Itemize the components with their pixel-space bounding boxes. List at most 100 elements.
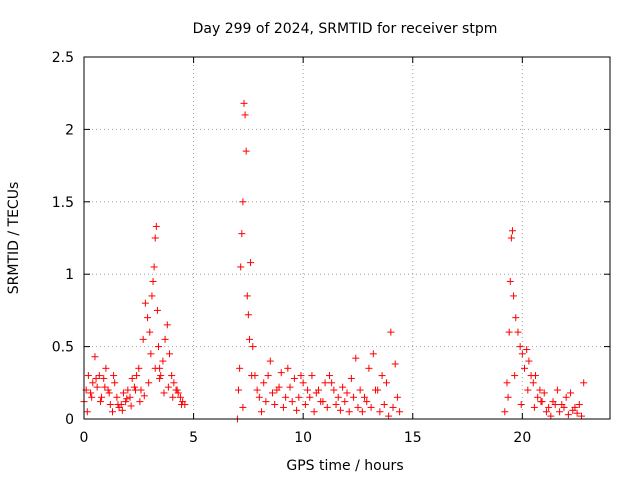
data-point bbox=[293, 406, 301, 414]
data-point bbox=[87, 389, 95, 397]
x-tick-label: 15 bbox=[404, 430, 422, 446]
data-point bbox=[110, 372, 118, 380]
data-point bbox=[556, 408, 564, 416]
data-point bbox=[518, 350, 526, 358]
data-point bbox=[334, 393, 342, 401]
data-point bbox=[504, 393, 512, 401]
plot-frame bbox=[83, 56, 611, 420]
data-point bbox=[536, 386, 544, 394]
data-point bbox=[523, 345, 531, 353]
data-point bbox=[124, 386, 132, 394]
data-point bbox=[164, 383, 172, 391]
data-point bbox=[517, 401, 525, 409]
data-point bbox=[505, 328, 513, 336]
data-point bbox=[376, 408, 384, 416]
data-point bbox=[511, 372, 519, 380]
data-point bbox=[248, 372, 256, 380]
data-point bbox=[275, 383, 283, 391]
y-tick-label: 1 bbox=[65, 267, 74, 283]
y-tick-label: 2 bbox=[65, 122, 74, 138]
data-point bbox=[266, 357, 274, 365]
data-point bbox=[241, 111, 249, 119]
data-point bbox=[108, 408, 116, 416]
x-tick-label: 5 bbox=[189, 430, 198, 446]
data-point bbox=[159, 357, 167, 365]
data-point bbox=[569, 406, 577, 414]
data-point bbox=[521, 364, 529, 372]
data-point bbox=[367, 403, 375, 411]
data-point bbox=[105, 389, 113, 397]
data-point bbox=[551, 401, 559, 409]
data-point bbox=[279, 403, 287, 411]
data-point bbox=[146, 328, 154, 336]
data-point bbox=[169, 393, 177, 401]
data-point bbox=[253, 386, 261, 394]
data-point bbox=[91, 353, 99, 361]
data-point bbox=[288, 398, 296, 406]
data-point bbox=[123, 395, 131, 403]
data-point bbox=[126, 393, 134, 401]
data-point bbox=[141, 299, 149, 307]
data-point bbox=[503, 379, 511, 387]
data-point bbox=[271, 401, 279, 409]
y-tick-label: 1.5 bbox=[52, 195, 74, 211]
data-point bbox=[295, 393, 303, 401]
data-point bbox=[319, 398, 327, 406]
data-point bbox=[165, 350, 173, 358]
data-point bbox=[147, 350, 155, 358]
data-point bbox=[514, 328, 522, 336]
data-point bbox=[95, 372, 103, 380]
data-point bbox=[345, 408, 353, 416]
data-point bbox=[553, 386, 561, 394]
data-point bbox=[163, 321, 171, 329]
data-point bbox=[258, 408, 266, 416]
x-tick-label: 0 bbox=[80, 430, 89, 446]
data-point bbox=[352, 354, 360, 362]
grid bbox=[84, 57, 610, 419]
data-point bbox=[144, 314, 152, 322]
data-point bbox=[347, 374, 355, 382]
data-point bbox=[336, 406, 344, 414]
data-point bbox=[534, 393, 542, 401]
data-point bbox=[238, 230, 246, 238]
data-point bbox=[506, 277, 514, 285]
data-point bbox=[83, 408, 91, 416]
data-point bbox=[350, 393, 358, 401]
data-point bbox=[325, 372, 333, 380]
data-point bbox=[308, 372, 316, 380]
data-point bbox=[240, 99, 248, 107]
data-point bbox=[525, 357, 533, 365]
data-point bbox=[268, 389, 276, 397]
data-point bbox=[247, 259, 255, 267]
data-point bbox=[260, 379, 268, 387]
data-point bbox=[96, 398, 104, 406]
y-tick-label: 0.5 bbox=[52, 340, 74, 356]
data-point bbox=[516, 343, 524, 351]
data-point bbox=[365, 364, 373, 372]
data-point bbox=[371, 386, 379, 394]
data-point bbox=[139, 335, 147, 343]
data-point bbox=[332, 401, 340, 409]
axis-ticks: 0 0.5 1 1.5 2 2.5 0 5 10 15 20 bbox=[52, 50, 610, 446]
data-point bbox=[389, 403, 397, 411]
data-point bbox=[382, 379, 390, 387]
data-point bbox=[84, 372, 92, 380]
data-point bbox=[174, 389, 182, 397]
data-point bbox=[356, 386, 364, 394]
data-point bbox=[560, 403, 568, 411]
data-point bbox=[578, 412, 586, 420]
data-point bbox=[102, 364, 110, 372]
data-point bbox=[173, 386, 181, 394]
data-point bbox=[101, 383, 109, 391]
data-point bbox=[315, 386, 323, 394]
data-point bbox=[341, 398, 349, 406]
x-tick-label: 20 bbox=[513, 430, 531, 446]
data-point bbox=[580, 379, 588, 387]
data-point bbox=[168, 372, 176, 380]
data-point bbox=[540, 389, 548, 397]
data-point bbox=[330, 386, 338, 394]
data-point bbox=[127, 402, 135, 410]
data-point bbox=[89, 379, 97, 387]
data-point bbox=[239, 198, 247, 206]
